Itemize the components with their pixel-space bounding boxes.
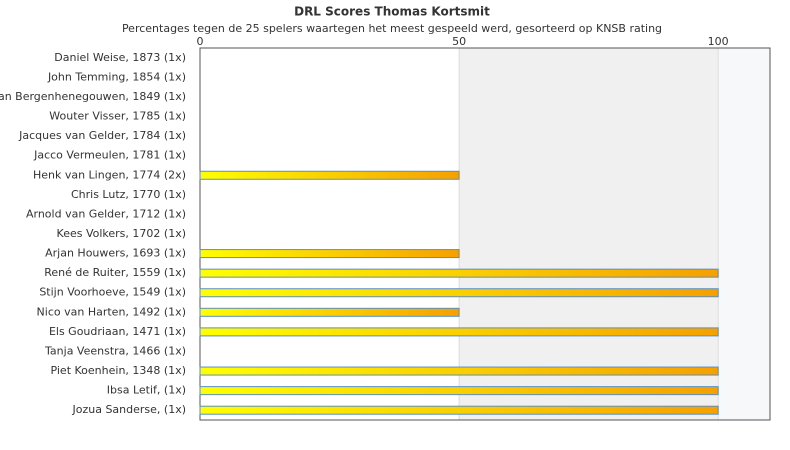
y-tick-label: Arjan Houwers, 1693 (1x) <box>45 247 186 260</box>
bar <box>199 288 719 298</box>
y-tick-label: Tanja Veenstra, 1466 (1x) <box>44 344 186 357</box>
bar <box>199 366 719 376</box>
y-tick-label: Nico van Harten, 1492 (1x) <box>37 305 186 318</box>
y-tick-label: Piet Koenhein, 1348 (1x) <box>50 364 186 377</box>
bar <box>199 307 460 317</box>
plot-border <box>199 47 771 421</box>
y-tick-label: John Temming, 1854 (1x) <box>47 70 186 83</box>
bar <box>199 405 719 415</box>
chart-title: DRL Scores Thomas Kortsmit <box>294 5 490 19</box>
x-tick-label: 0 <box>197 35 204 48</box>
y-tick-label: Jacques van Gelder, 1784 (1x) <box>18 129 186 142</box>
y-tick-label: Wouter Visser, 1785 (1x) <box>49 110 186 123</box>
bar <box>199 268 719 278</box>
x-tick-label: 50 <box>452 35 466 48</box>
y-tick-label: Ibsa Letif, (1x) <box>107 384 186 397</box>
bar <box>199 327 719 337</box>
bar <box>199 249 460 259</box>
plot-band <box>459 48 719 420</box>
y-tick-label: Kees Volkers, 1702 (1x) <box>57 227 186 240</box>
y-tick-label: Els Goudriaan, 1471 (1x) <box>49 325 186 338</box>
x-tick-label: 100 <box>708 35 729 48</box>
plot-band <box>718 48 770 420</box>
y-tick-label: Chris Lutz, 1770 (1x) <box>71 188 186 201</box>
bar <box>199 386 719 396</box>
y-tick-label: Jacco Vermeulen, 1781 (1x) <box>33 149 186 162</box>
y-tick-label: Stijn Voorhoeve, 1549 (1x) <box>39 286 186 299</box>
bar <box>199 170 460 180</box>
y-tick-label: René de Ruiter, 1559 (1x) <box>44 266 186 279</box>
y-tick-label: van Bergenhenegouwen, 1849 (1x) <box>0 90 186 103</box>
chart-subtitle: Percentages tegen de 25 spelers waartege… <box>122 22 662 35</box>
y-tick-label: Arnold van Gelder, 1712 (1x) <box>26 207 186 220</box>
y-tick-label: Henk van Lingen, 1774 (2x) <box>33 168 186 181</box>
y-tick-label: Daniel Weise, 1873 (1x) <box>54 51 186 64</box>
y-tick-label: Jozua Sanderse, (1x) <box>71 403 186 416</box>
